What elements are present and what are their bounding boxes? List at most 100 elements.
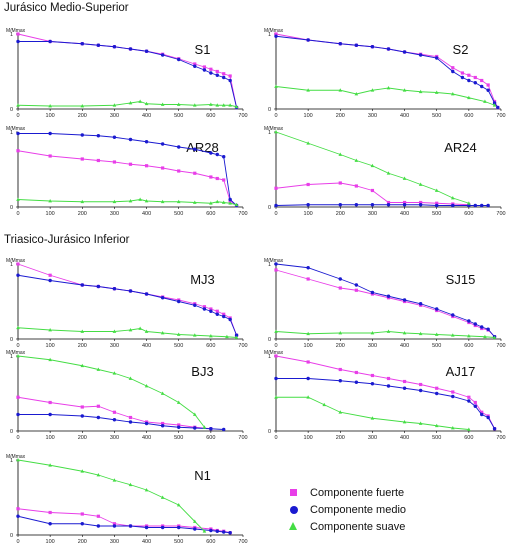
- data-point-triangle: [209, 201, 213, 205]
- data-point-square: [222, 178, 226, 182]
- x-tick-label: 0: [16, 539, 19, 545]
- data-point-square: [112, 522, 117, 526]
- data-point-circle: [492, 101, 497, 105]
- data-point-triangle: [274, 84, 278, 88]
- data-point-circle: [306, 203, 310, 207]
- data-point-circle: [80, 133, 84, 137]
- data-point-circle: [128, 524, 133, 528]
- x-tick-label: 200: [336, 435, 345, 441]
- legend: Componente fuerte Componente medio Compo…: [288, 484, 406, 535]
- data-point-circle: [160, 53, 165, 57]
- x-tick-label: 0: [274, 435, 277, 441]
- data-point-circle: [215, 312, 219, 316]
- x-tick-label: 0: [16, 211, 19, 217]
- x-tick-label: 500: [432, 211, 441, 217]
- data-point-triangle: [492, 103, 497, 107]
- data-point-triangle: [128, 101, 133, 105]
- x-tick-label: 200: [336, 113, 345, 119]
- x-tick-label: 500: [174, 113, 183, 119]
- data-point-circle: [467, 399, 471, 403]
- data-point-circle: [274, 203, 278, 208]
- data-point-triangle: [192, 519, 197, 523]
- circle-marker-icon: [288, 505, 302, 515]
- data-point-circle: [473, 81, 477, 85]
- data-point-circle: [215, 73, 219, 77]
- data-point-square: [80, 405, 84, 409]
- data-point-circle: [160, 142, 165, 146]
- x-tick-label: 0: [16, 435, 19, 441]
- data-point-circle: [354, 283, 359, 287]
- x-tick-label: 700: [496, 113, 505, 119]
- data-point-triangle: [160, 102, 165, 106]
- data-point-triangle: [221, 103, 226, 107]
- data-point-triangle: [128, 328, 133, 332]
- x-tick-label: 200: [78, 343, 87, 349]
- data-point-circle: [193, 527, 197, 531]
- data-point-circle: [160, 424, 165, 428]
- data-point-circle: [480, 203, 484, 208]
- x-tick-label: 600: [464, 113, 473, 119]
- data-point-triangle: [144, 384, 149, 388]
- triangle-marker-icon: [288, 521, 302, 532]
- data-point-circle: [209, 71, 213, 75]
- data-point-square: [480, 410, 484, 414]
- data-point-circle: [128, 289, 133, 293]
- data-point-circle: [144, 421, 149, 426]
- data-point-circle: [274, 34, 278, 38]
- data-point-circle: [112, 418, 117, 422]
- data-point-circle: [451, 313, 455, 317]
- data-point-circle: [486, 203, 490, 208]
- data-point-triangle: [338, 152, 343, 156]
- data-point-triangle: [112, 199, 117, 204]
- y-axis-label: M/Mmax: [6, 126, 26, 132]
- series-line-circle: [18, 414, 224, 430]
- data-point-square: [48, 510, 52, 515]
- data-point-circle: [306, 38, 310, 42]
- data-point-triangle: [274, 395, 278, 399]
- data-point-circle: [386, 47, 391, 51]
- y-tick-label: 0: [268, 107, 271, 113]
- data-point-circle: [480, 325, 484, 329]
- data-point-square: [354, 370, 358, 375]
- data-point-triangle: [202, 425, 207, 429]
- x-tick-label: 100: [304, 211, 313, 217]
- data-point-square: [274, 354, 278, 358]
- x-tick-label: 300: [110, 113, 119, 119]
- data-point-circle: [418, 53, 423, 57]
- data-point-triangle: [176, 102, 181, 106]
- y-tick-label: 0: [10, 205, 13, 211]
- data-point-circle: [460, 75, 465, 80]
- data-point-triangle: [80, 329, 85, 333]
- data-point-circle: [492, 427, 497, 431]
- y-tick-label: 0: [10, 337, 13, 343]
- data-point-triangle: [128, 376, 133, 380]
- data-point-triangle: [128, 199, 133, 203]
- data-point-circle: [96, 134, 101, 138]
- data-point-circle: [16, 131, 20, 136]
- data-point-square: [16, 507, 20, 511]
- data-point-triangle: [160, 199, 165, 204]
- x-tick-label: 400: [400, 435, 409, 441]
- data-point-circle: [96, 415, 101, 420]
- x-tick-label: 400: [400, 113, 409, 119]
- data-point-circle: [177, 57, 181, 62]
- data-point-square: [370, 373, 375, 378]
- data-point-circle: [451, 203, 455, 208]
- y-axis-label: M/Mmax: [264, 28, 284, 34]
- data-point-triangle: [209, 102, 213, 106]
- data-point-triangle: [306, 395, 310, 399]
- data-point-circle: [228, 78, 232, 83]
- data-point-square: [451, 390, 455, 394]
- series-line-triangle: [17, 327, 237, 338]
- y-tick-label: 0: [10, 533, 13, 539]
- data-point-circle: [177, 525, 181, 530]
- data-point-triangle: [370, 88, 375, 92]
- data-point-circle: [144, 292, 149, 296]
- x-tick-label: 300: [110, 343, 119, 349]
- data-point-triangle: [370, 416, 375, 420]
- data-point-triangle: [80, 199, 85, 204]
- data-point-circle: [228, 197, 232, 202]
- data-point-circle: [473, 322, 477, 326]
- data-point-square: [128, 415, 133, 420]
- data-point-circle: [80, 42, 84, 46]
